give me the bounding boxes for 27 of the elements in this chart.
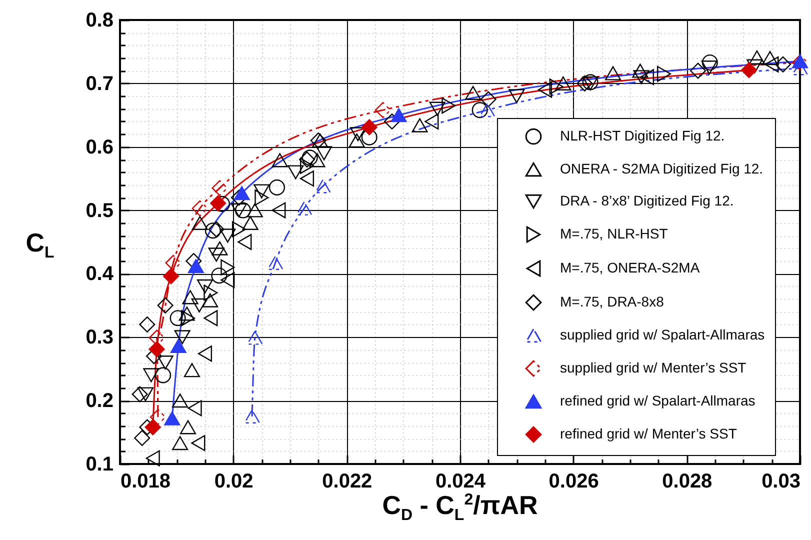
x-tick-label: 0.024 (435, 470, 486, 492)
x-axis-title: C$_{D}$ - C$_{L}$$^{2}$/πAR (382, 490, 538, 526)
legend-label: NLR-HST Digitized Fig 12. (560, 128, 725, 144)
legend-label: DRA - 8’x8’ Digitized Fig 12. (560, 192, 734, 208)
y-axis-title: C$_{L}$ (26, 227, 54, 263)
legend-label: M=.75, DRA-8x8 (560, 294, 664, 310)
y-tick-label: 0.3 (86, 326, 114, 349)
y-tick-label: 0.5 (86, 200, 114, 222)
y-tick-label: 0.1 (86, 454, 114, 476)
legend-label: supplied grid w/ Menter’s SST (560, 360, 747, 376)
legend-label: M=.75, NLR-HST (560, 226, 668, 242)
legend-label: refined grid w/ Spalart-Allmaras (560, 392, 756, 408)
y-tick-label: 0.7 (86, 72, 114, 95)
x-tick-label: 0.03 (762, 470, 800, 492)
x-tick-label: 0.028 (662, 470, 712, 492)
x-tick-label: 0.018 (120, 470, 171, 492)
legend-label: supplied grid w/ Spalart-Allmaras (560, 326, 765, 342)
legend-label: M=.75, ONERA-S2MA (560, 260, 700, 276)
y-tick-label: 0.8 (86, 10, 114, 32)
x-tick-label: 0.02 (214, 470, 254, 492)
legend-label: refined grid w/ Menter’s SST (560, 426, 738, 442)
x-tick-label: 0.026 (548, 470, 599, 492)
x-tick-label: 0.022 (322, 470, 372, 492)
y-tick-label: 0.4 (86, 263, 114, 286)
y-tick-label: 0.2 (86, 390, 114, 412)
y-tick-label: 0.6 (86, 136, 114, 158)
legend-label: ONERA - S2MA Digitized Fig 12. (560, 160, 764, 176)
